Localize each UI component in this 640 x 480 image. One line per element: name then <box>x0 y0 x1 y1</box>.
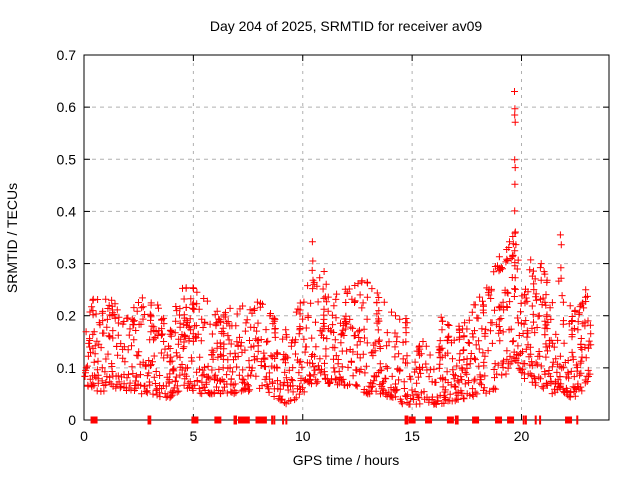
x-tick-label: 10 <box>295 428 311 444</box>
baseline-square-marker <box>259 416 267 424</box>
baseline-tick-marker <box>235 415 238 425</box>
baseline-tick-marker <box>454 415 457 425</box>
baseline-tick-marker <box>282 415 285 425</box>
x-tick-label: 5 <box>189 428 197 444</box>
baseline-square-marker <box>242 416 250 424</box>
plot-border <box>83 54 610 421</box>
x-tick-label: 20 <box>514 428 530 444</box>
y-tick-label: 0 <box>68 412 76 428</box>
baseline-square-marker <box>472 416 480 424</box>
baseline-square-marker <box>255 416 263 424</box>
baseline-tick-marker <box>149 415 152 425</box>
baseline-square-marker <box>446 416 454 424</box>
x-tick-label: 15 <box>404 428 420 444</box>
y-tick-label: 0.2 <box>57 308 77 324</box>
tick-labels: 0 0.1 0.2 0.3 0.4 0.5 0.6 0.7 0 5 10 15 20 <box>57 47 530 444</box>
baseline-square-marker <box>507 416 515 424</box>
gridlines <box>84 55 609 420</box>
baseline-square-marker <box>425 416 433 424</box>
baseline-tick-marker <box>539 415 542 425</box>
y-tick-label: 0.3 <box>57 256 77 272</box>
baseline-square-marker <box>214 416 222 424</box>
x-axis-label: GPS time / hours <box>293 452 400 468</box>
chart-title: Day 204 of 2025, SRMTID for receiver av0… <box>210 18 483 34</box>
baseline-square-marker <box>408 416 416 424</box>
y-axis-label: SRMTID / TECUs <box>4 183 20 293</box>
srmtid-plus-markers <box>81 88 595 408</box>
baseline-square-marker <box>238 416 245 424</box>
baseline-square-marker <box>565 416 573 424</box>
baseline-tick-marker <box>524 415 527 425</box>
baseline-square-marker <box>495 416 503 424</box>
y-tick-label: 0.4 <box>57 203 77 219</box>
baseline-square-marker <box>191 416 199 424</box>
x-tick-label: 0 <box>80 428 88 444</box>
baseline-square-marker <box>90 416 98 424</box>
y-tick-label: 0.1 <box>57 360 77 376</box>
baseline-tick-marker <box>285 415 288 425</box>
baseline-tick-marker <box>576 415 579 425</box>
baseline-tick-marker <box>404 415 407 425</box>
baseline-tick-marker <box>456 415 459 425</box>
baseline-tick-marker <box>233 415 236 425</box>
y-tick-label: 0.5 <box>57 151 77 167</box>
baseline-event-markers <box>90 415 579 425</box>
baseline-tick-marker <box>271 415 274 425</box>
baseline-tick-marker <box>147 415 150 425</box>
scatter-points <box>81 88 595 408</box>
baseline-tick-marker <box>406 415 409 425</box>
baseline-tick-marker <box>534 415 537 425</box>
y-tick-label: 0.6 <box>57 99 77 115</box>
baseline-tick-marker <box>522 415 525 425</box>
y-tick-label: 0.7 <box>57 47 77 63</box>
baseline-tick-marker <box>273 415 276 425</box>
